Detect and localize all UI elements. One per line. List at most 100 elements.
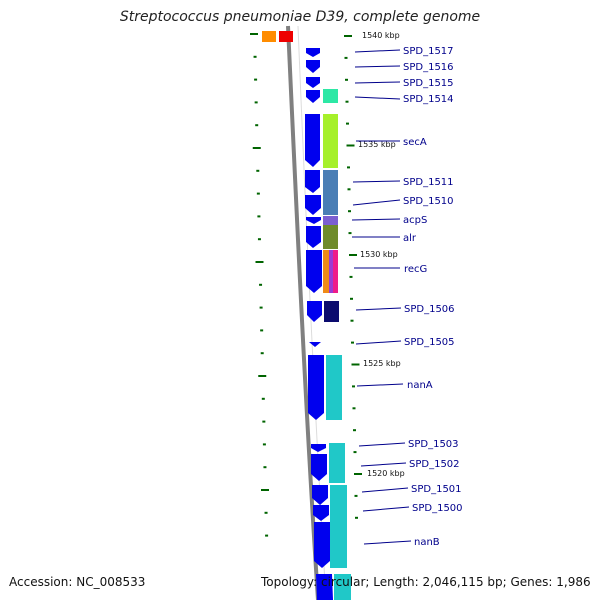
scale-label-1530: 1530 kbp <box>360 250 398 259</box>
leader-nanB <box>363 540 412 545</box>
left-tick <box>257 215 261 218</box>
leader-nanA <box>356 383 404 387</box>
right-tick <box>344 35 352 37</box>
right-tick <box>347 166 350 169</box>
gene-label-alr[interactable]: alr <box>403 233 417 244</box>
cog-block-recG-c <box>333 250 338 293</box>
gene-label-spd1505[interactable]: SPD_1505 <box>404 337 455 348</box>
right-tick <box>345 100 349 103</box>
leader-spd1505 <box>355 340 402 345</box>
gene-arrow-spd1516 <box>306 60 320 73</box>
gene-labels: SPD_1517 SPD_1516 SPD_1515 SPD_1514 secA… <box>403 46 463 548</box>
left-tick <box>263 466 267 469</box>
gene-label-recG[interactable]: recG <box>404 264 427 275</box>
leader-lines <box>351 49 412 545</box>
leader-spd1503 <box>358 442 406 447</box>
gene-label-nanB[interactable]: nanB <box>414 537 440 548</box>
left-tick <box>255 124 259 127</box>
leader-acpS <box>351 218 401 221</box>
right-tick <box>344 56 348 59</box>
cog-block-secA <box>323 114 338 168</box>
scale-label-1535: 1535 kbp <box>358 140 396 149</box>
feature-orange <box>262 31 276 42</box>
gene-label-nanA[interactable]: nanA <box>407 380 433 391</box>
gene-arrow-recG <box>306 250 322 293</box>
gene-arrow-alr <box>306 226 321 248</box>
right-tick <box>348 232 352 235</box>
right-tick <box>350 297 353 300</box>
gene-arrow-acpS <box>306 217 321 224</box>
right-tick <box>353 429 356 432</box>
left-tick <box>264 511 268 514</box>
gene-arrow-spd1506 <box>307 301 322 322</box>
gene-arrow-spd1500 <box>313 505 329 521</box>
leader-spd1500 <box>362 506 410 512</box>
left-tick <box>250 33 258 35</box>
leader-spd1502 <box>360 462 407 467</box>
left-tick <box>262 420 266 423</box>
gene-arrow-next <box>316 574 333 600</box>
gene-label-spd1516[interactable]: SPD_1516 <box>403 62 454 73</box>
cog-block-nanA <box>326 355 342 420</box>
cog-block-spd1510 <box>323 195 338 215</box>
left-tick <box>259 306 263 309</box>
right-tick <box>351 341 354 344</box>
right-tick <box>345 78 348 81</box>
right-tick <box>346 122 349 125</box>
gene-arrow-spd1510 <box>305 195 321 215</box>
gene-label-spd1506[interactable]: SPD_1506 <box>404 304 455 315</box>
leader-spd1514 <box>354 96 401 100</box>
gene-arrow-spd1515 <box>306 77 320 88</box>
leader-spd1515 <box>354 81 401 84</box>
cog-block-next <box>334 574 351 600</box>
leader-spd1501 <box>361 487 409 493</box>
cog-block-acpS <box>323 216 338 225</box>
gene-label-spd1500[interactable]: SPD_1500 <box>412 503 463 514</box>
gene-label-spd1517[interactable]: SPD_1517 <box>403 46 454 57</box>
gene-label-spd1514[interactable]: SPD_1514 <box>403 94 454 105</box>
right-tick <box>346 144 355 147</box>
cog-block-spd1514 <box>323 89 338 103</box>
scale-label-1525: 1525 kbp <box>363 359 401 368</box>
gene-label-acpS[interactable]: acpS <box>403 215 427 226</box>
left-tick <box>262 443 266 446</box>
gene-label-spd1501[interactable]: SPD_1501 <box>411 484 462 495</box>
left-tick <box>252 147 261 149</box>
gene-label-spd1510[interactable]: SPD_1510 <box>403 196 454 207</box>
feature-red <box>279 31 293 42</box>
right-tick <box>354 473 362 475</box>
left-tick <box>260 352 264 355</box>
gene-arrow-spd1503 <box>311 444 326 452</box>
leader-spd1506 <box>355 307 402 311</box>
left-tick <box>254 101 258 104</box>
right-tick <box>350 319 354 322</box>
left-tick <box>261 489 269 491</box>
scale-label-1520: 1520 kbp <box>367 469 405 478</box>
right-tick <box>355 516 358 519</box>
gene-arrow-spd1501 <box>312 485 328 505</box>
left-tick <box>255 261 264 263</box>
left-tick <box>258 375 267 377</box>
gene-label-spd1511[interactable]: SPD_1511 <box>403 177 454 188</box>
gene-label-secA[interactable]: secA <box>403 137 427 148</box>
right-tick-marks <box>344 35 362 519</box>
cog-block-recG-a <box>323 250 329 293</box>
cog-block-spd1503 <box>329 443 345 483</box>
right-tick <box>351 363 360 366</box>
gene-label-spd1502[interactable]: SPD_1502 <box>409 459 460 470</box>
left-tick <box>253 55 257 58</box>
right-tick <box>349 254 357 256</box>
gene-arrow-nanA <box>308 355 324 420</box>
gene-label-spd1515[interactable]: SPD_1515 <box>403 78 454 89</box>
gene-label-spd1503[interactable]: SPD_1503 <box>408 439 459 450</box>
cog-block-recG-b <box>329 250 333 293</box>
left-tick <box>257 238 261 241</box>
left-tick <box>265 534 269 537</box>
scale-label-1540: 1540 kbp <box>362 31 400 40</box>
gene-arrow-secA <box>305 114 320 167</box>
left-tick <box>256 192 260 195</box>
genome-backbone <box>286 25 320 600</box>
gene-arrow-nanB <box>314 522 330 568</box>
left-tick <box>261 397 265 400</box>
